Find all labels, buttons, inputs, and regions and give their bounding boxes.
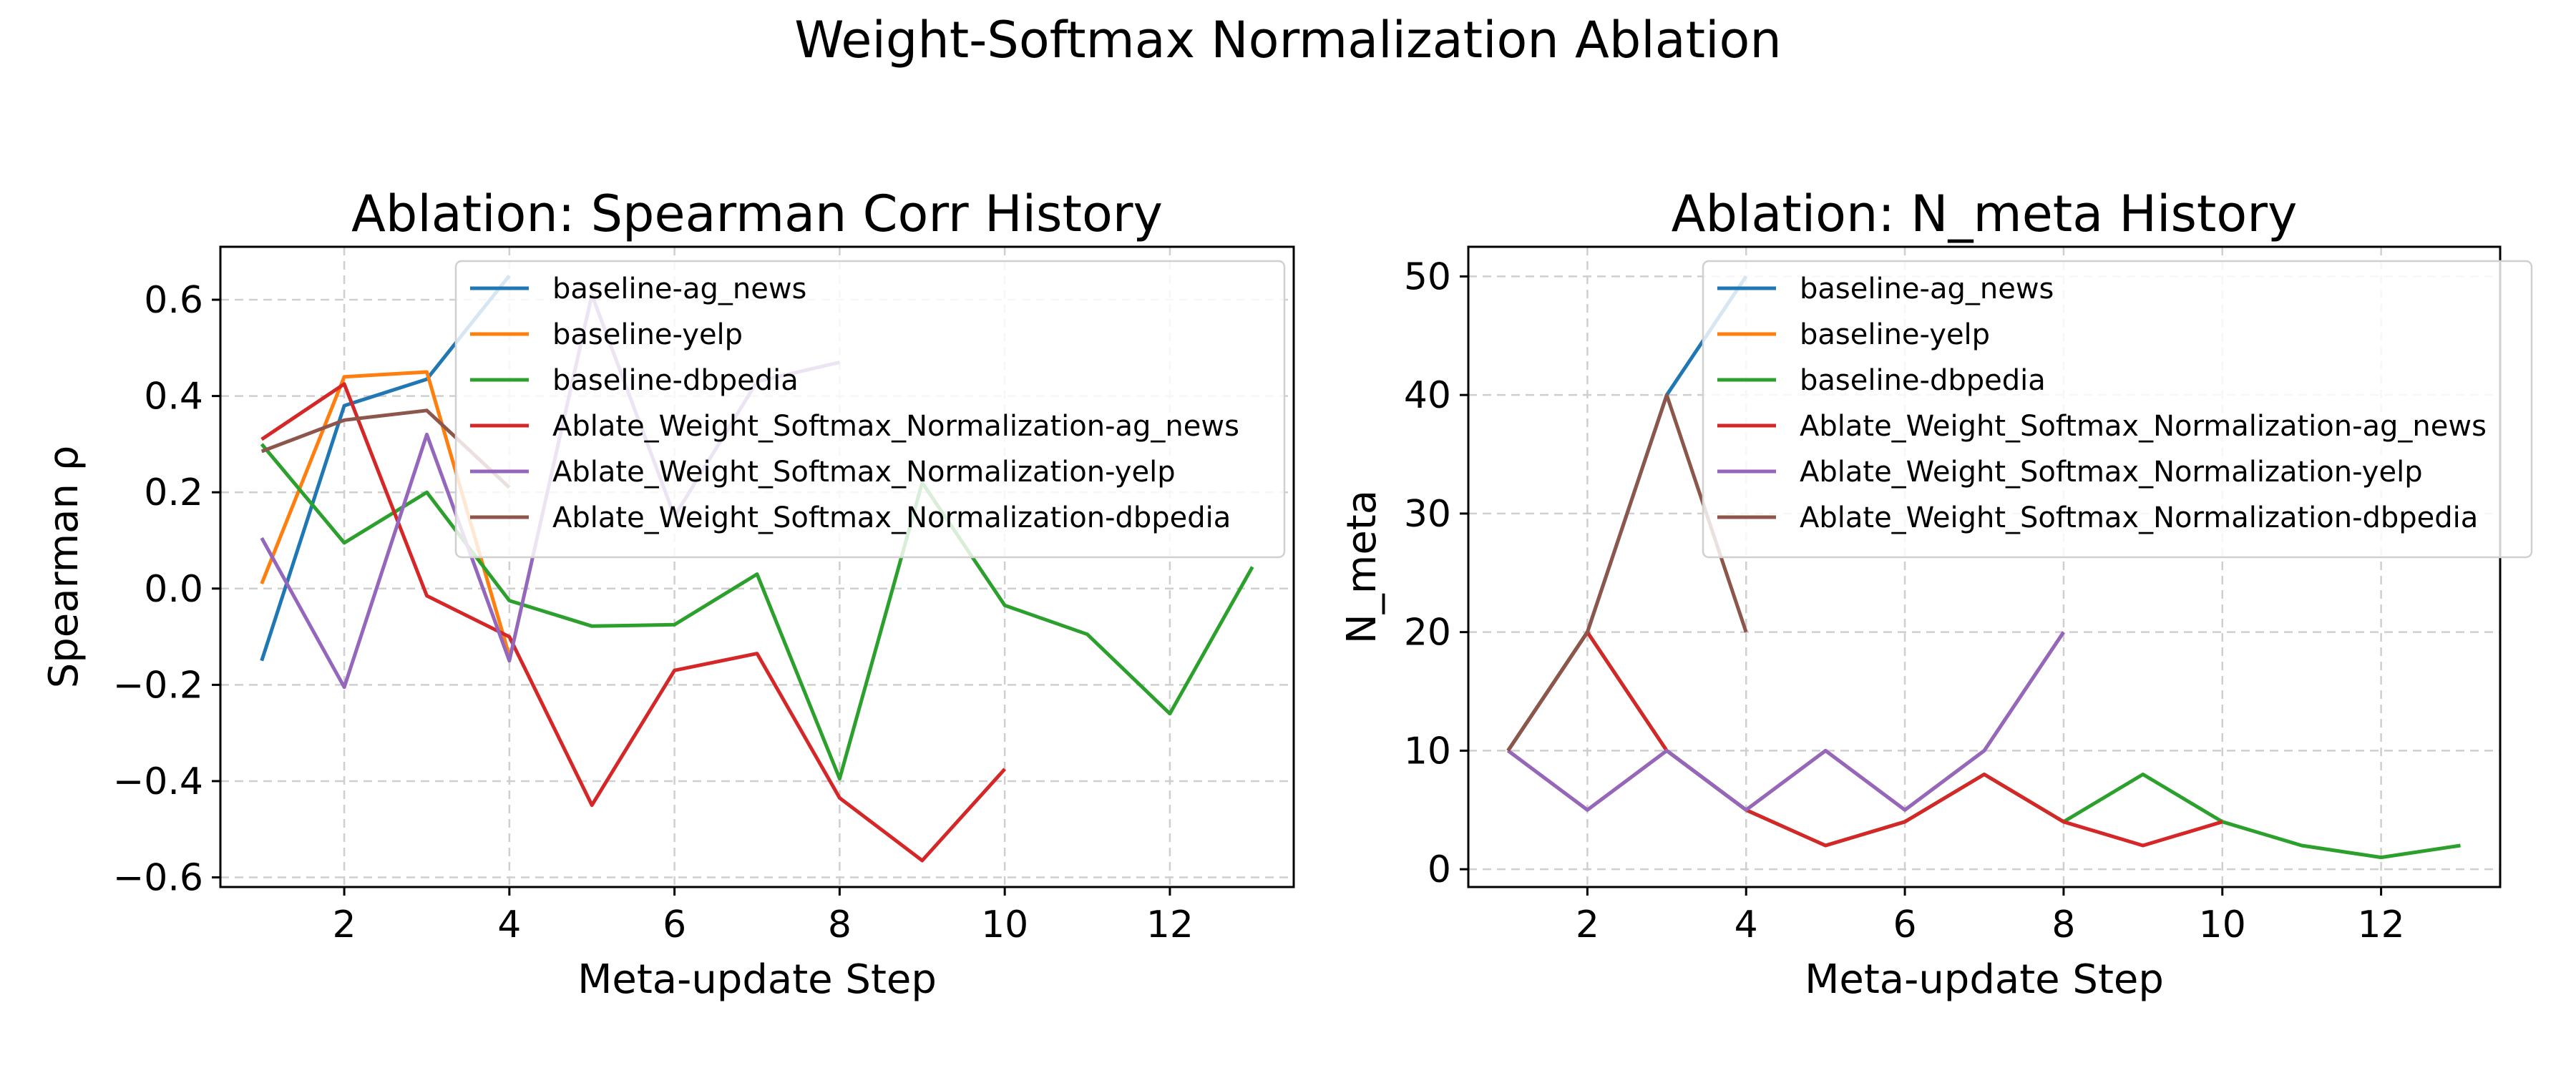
spearman-legend: baseline-ag_news baseline-yelp baseline-db… <box>454 260 1286 559</box>
nmeta-chart-panel: 2 4 6 8 10 12 0 10 20 30 40 50 Ablation: N_meta Hist… <box>1339 185 2533 1003</box>
nmeta-ytick-label: 20 <box>1404 612 1451 655</box>
nmeta-xtick-label: 2 <box>1576 903 1599 946</box>
spearman-axes-frame <box>219 245 1295 888</box>
nmeta-xaxis-label: Meta-update Step <box>1805 956 2164 1003</box>
spearman-legend-label-4: Ablate_Weight_Softmax_Normalization-yelp <box>552 456 1176 489</box>
nmeta-ytick-label: 50 <box>1404 255 1451 298</box>
nmeta-xtick-label: 6 <box>1893 903 1917 946</box>
spearman-legend-label-2: baseline-dbpedia <box>552 364 799 397</box>
spearman-xtick-label: 4 <box>497 903 521 946</box>
spearman-ytick-label: −0.2 <box>113 664 203 707</box>
spearman-ytick-label: −0.4 <box>113 760 203 803</box>
spearman-yaxis-label: Spearman ρ <box>41 446 87 689</box>
nmeta-legend-label-3: Ablate_Weight_Softmax_Normalization-ag_n… <box>1800 410 2487 443</box>
spearman-series-line-2 <box>260 443 1254 781</box>
spearman-legend-label-5: Ablate_Weight_Softmax_Normalization-dbpe… <box>552 501 1231 534</box>
spearman-chart-title: Ablation: Spearman Corr History <box>351 185 1163 243</box>
nmeta-legend-label-4: Ablate_Weight_Softmax_Normalization-yelp <box>1800 456 2423 489</box>
figure-title: Weight-Softmax Normalization Ablation <box>794 11 1781 69</box>
spearman-chart-panel: 2 4 6 8 10 12 −0.6 −0.4 −0.2 0.0 0.2 0.4 0.6 Ablation… <box>41 185 1295 1003</box>
spearman-xtick-label: 12 <box>1146 903 1194 946</box>
spearman-xtick-label: 2 <box>333 903 356 946</box>
nmeta-ytick-label: 30 <box>1404 493 1451 536</box>
nmeta-yaxis-label: N_meta <box>1339 490 1385 644</box>
nmeta-legend-box <box>1702 260 2533 559</box>
nmeta-series-line-3 <box>1506 630 2223 848</box>
nmeta-xtick-label: 12 <box>2358 903 2405 946</box>
nmeta-xtick-label: 4 <box>1735 903 1758 946</box>
spearman-legend-label-1: baseline-yelp <box>552 318 743 351</box>
spearman-ytick-label: −0.6 <box>113 857 203 900</box>
nmeta-xtick-label: 8 <box>2051 903 2075 946</box>
nmeta-legend-label-5: Ablate_Weight_Softmax_Normalization-dbpe… <box>1800 501 2478 534</box>
spearman-ytick-label: 0.6 <box>144 279 203 322</box>
nmeta-ytick-label: 40 <box>1404 374 1451 417</box>
spearman-xtick-label: 6 <box>663 903 686 946</box>
spearman-legend-box <box>454 260 1286 559</box>
spearman-xtick-label: 10 <box>981 903 1028 946</box>
nmeta-legend-label-1: baseline-yelp <box>1800 318 1990 351</box>
nmeta-legend-label-2: baseline-dbpedia <box>1800 364 2046 397</box>
nmeta-ytick-label: 0 <box>1428 848 1451 891</box>
spearman-xtick-label: 8 <box>828 903 852 946</box>
nmeta-axes-frame <box>1467 245 2502 888</box>
nmeta-legend-label-0: baseline-ag_news <box>1800 273 2054 305</box>
nmeta-chart-title: Ablation: N_meta History <box>1672 185 2298 243</box>
spearman-legend-label-0: baseline-ag_news <box>552 273 806 305</box>
spearman-series-line-3 <box>260 382 1007 863</box>
nmeta-legend: baseline-ag_news baseline-yelp baseline-db… <box>1702 260 2533 559</box>
spearman-xaxis-label: Meta-update Step <box>577 956 937 1003</box>
nmeta-ytick-label: 10 <box>1404 730 1451 773</box>
spearman-ytick-label: 0.2 <box>144 471 203 514</box>
nmeta-series-line-4 <box>1507 631 2065 812</box>
spearman-ytick-label: 0.4 <box>144 376 203 418</box>
spearman-legend-label-3: Ablate_Weight_Softmax_Normalization-ag_n… <box>552 410 1239 443</box>
nmeta-xtick-label: 10 <box>2199 903 2246 946</box>
spearman-ytick-label: 0.0 <box>144 568 203 611</box>
